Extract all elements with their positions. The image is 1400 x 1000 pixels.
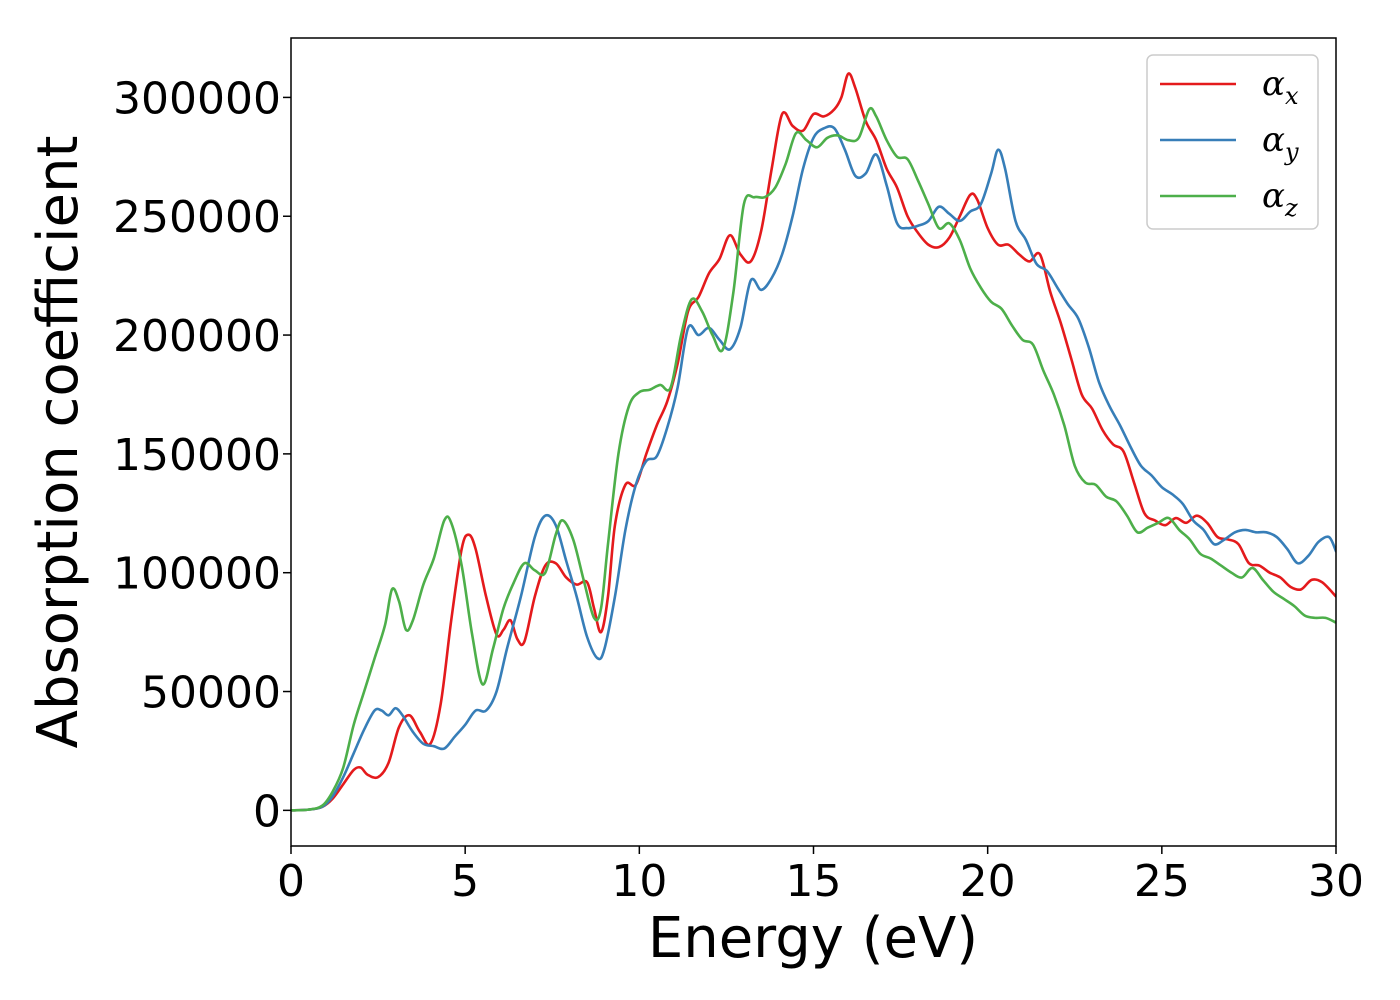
legend: αx αy αz	[1146, 54, 1319, 230]
x-axis-title: Energy (eV)	[648, 906, 978, 971]
x-tick-label: 25	[1134, 856, 1190, 907]
series-line-alpha-x	[291, 72, 1336, 812]
x-tick-label: 10	[611, 856, 667, 907]
series-line-alpha-z	[291, 106, 1336, 812]
y-tick-label: 150000	[113, 430, 281, 481]
legend-box	[1146, 54, 1319, 230]
x-tick-label: 30	[1308, 856, 1364, 907]
x-axis-ticks: 0 5 10 15 20 25 30	[277, 846, 1364, 907]
y-axis-title: Absorption coefficient	[26, 136, 91, 749]
legend-label-alpha-z: αz	[1262, 176, 1298, 222]
x-tick-label: 5	[451, 856, 479, 907]
legend-label-alpha-y: αy	[1262, 120, 1299, 166]
y-tick-label: 300000	[113, 73, 281, 124]
y-tick-label: 50000	[141, 668, 281, 719]
y-axis-ticks: 0 50000 100000 150000 200000 250000 300000	[113, 73, 291, 837]
x-tick-label: 0	[277, 856, 305, 907]
x-tick-label: 15	[786, 856, 842, 907]
legend-label-alpha-x: αx	[1262, 64, 1299, 110]
y-tick-label: 0	[253, 786, 281, 837]
y-tick-label: 100000	[113, 549, 281, 600]
x-tick-label: 20	[960, 856, 1016, 907]
series-line-alpha-y	[291, 125, 1336, 812]
y-tick-label: 200000	[113, 311, 281, 362]
y-tick-label: 250000	[113, 192, 281, 243]
series-layer	[291, 72, 1336, 812]
